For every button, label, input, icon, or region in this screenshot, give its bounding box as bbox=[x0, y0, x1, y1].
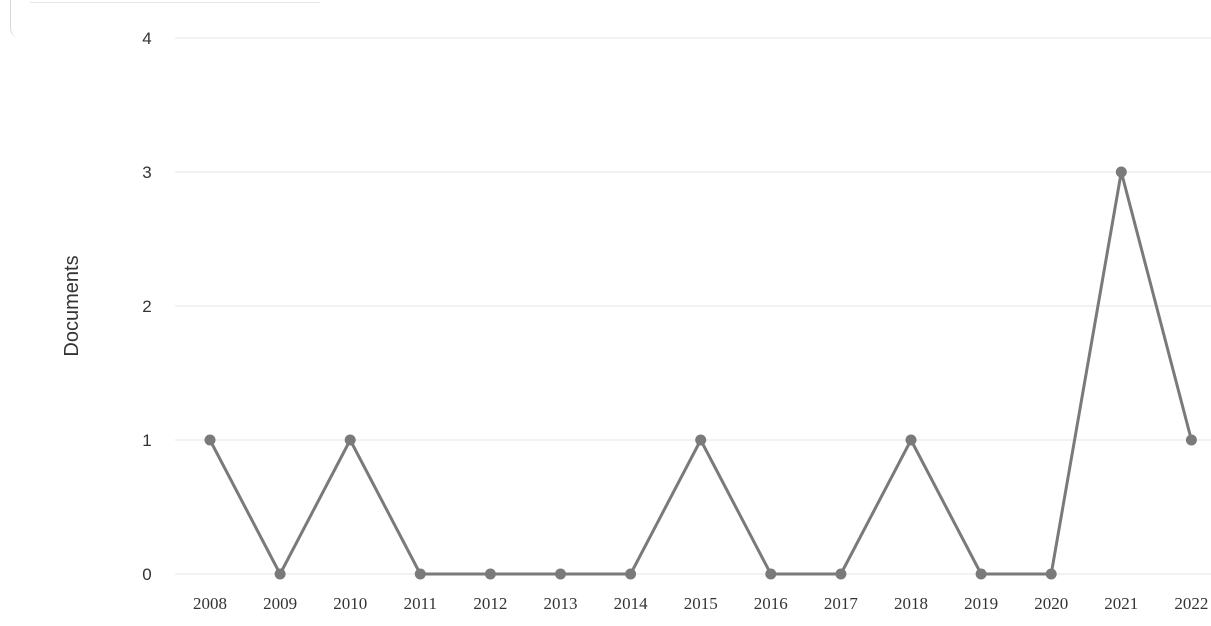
x-tick-label: 2018 bbox=[894, 594, 928, 613]
y-axis-label: Documents bbox=[61, 255, 83, 356]
data-point-2013[interactable] bbox=[555, 568, 566, 580]
x-tick-label: 2016 bbox=[754, 594, 788, 613]
data-point-2008[interactable] bbox=[204, 434, 216, 446]
x-tick-label: 2022 bbox=[1174, 594, 1208, 613]
data-point-2012[interactable] bbox=[484, 568, 496, 580]
data-points bbox=[204, 166, 1197, 580]
x-tick-label: 2019 bbox=[964, 594, 998, 613]
data-point-2014[interactable] bbox=[625, 568, 637, 580]
data-point-2009[interactable] bbox=[274, 568, 286, 580]
x-tick-label: 2014 bbox=[614, 594, 649, 613]
y-tick-label: 3 bbox=[142, 163, 151, 182]
x-tick-label: 2008 bbox=[193, 594, 227, 613]
x-tick-label: 2020 bbox=[1034, 594, 1068, 613]
data-point-2021[interactable] bbox=[1115, 166, 1127, 178]
x-tick-label: 2009 bbox=[263, 594, 297, 613]
y-tick-label: 0 bbox=[142, 565, 151, 584]
panel-bracket bbox=[10, 0, 21, 38]
x-axis-ticks: 2008 2009 2010 2011 2012 2013 2014 2015 2016 2017… bbox=[193, 594, 1208, 613]
data-point-2018[interactable] bbox=[905, 434, 917, 446]
data-point-2011[interactable] bbox=[414, 568, 426, 580]
data-point-2015[interactable] bbox=[695, 434, 707, 446]
x-tick-label: 2017 bbox=[824, 594, 859, 613]
gridlines bbox=[175, 37, 1211, 575]
y-axis-ticks: 0 1 2 3 4 bbox=[142, 29, 151, 584]
x-tick-label: 2011 bbox=[404, 594, 437, 613]
data-point-2020[interactable] bbox=[1045, 568, 1057, 580]
y-tick-label: 1 bbox=[142, 431, 151, 450]
y-tick-label: 2 bbox=[142, 297, 151, 316]
x-tick-label: 2021 bbox=[1104, 594, 1138, 613]
data-point-2016[interactable] bbox=[765, 568, 777, 580]
x-tick-label: 2015 bbox=[684, 594, 718, 613]
data-point-2022[interactable] bbox=[1185, 434, 1197, 446]
data-point-2010[interactable] bbox=[344, 434, 356, 446]
data-point-2017[interactable] bbox=[835, 568, 847, 580]
series-line bbox=[208, 170, 1193, 576]
x-tick-label: 2013 bbox=[544, 594, 578, 613]
panel-top-divider bbox=[30, 0, 320, 3]
x-tick-label: 2012 bbox=[473, 594, 507, 613]
data-point-2019[interactable] bbox=[975, 568, 987, 580]
x-tick-label: 2010 bbox=[333, 594, 367, 613]
y-tick-label: 4 bbox=[142, 29, 151, 48]
